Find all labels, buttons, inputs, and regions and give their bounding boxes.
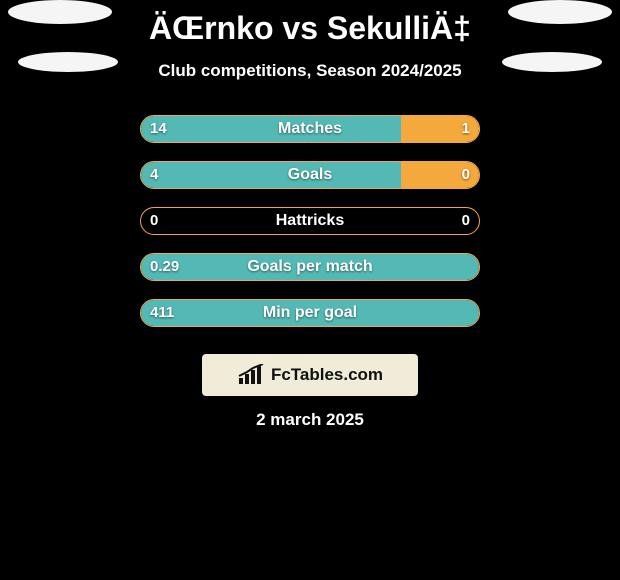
date-label: 2 march 2025 (0, 410, 620, 430)
stats-container: 14 1 Matches 4 0 Goals 0 0 Hattricks 0.2… (0, 115, 620, 327)
stat-row-matches: 14 1 Matches (0, 115, 620, 143)
stat-right-value: 0 (462, 161, 470, 189)
brand-badge[interactable]: FcTables.com (202, 354, 418, 396)
stat-label: Matches (140, 115, 480, 143)
player-left-avatar-2 (18, 52, 118, 72)
stat-label: Goals (140, 161, 480, 189)
player-right-avatar-1 (508, 0, 612, 24)
stat-row-hattricks: 0 0 Hattricks (0, 207, 620, 235)
stat-label: Min per goal (140, 299, 480, 327)
stat-left-value: 4 (150, 161, 158, 189)
brand-text: FcTables.com (271, 365, 383, 385)
stat-left-value: 0.29 (150, 253, 179, 281)
stat-row-min-per-goal: 411 Min per goal (0, 299, 620, 327)
player-right-avatar-2 (502, 52, 602, 72)
player-left-avatar-1 (8, 0, 112, 24)
stat-row-goals: 4 0 Goals (0, 161, 620, 189)
stat-right-value: 1 (462, 115, 470, 143)
stat-label: Hattricks (140, 207, 480, 235)
stat-right-value: 0 (462, 207, 470, 235)
stat-label: Goals per match (140, 253, 480, 281)
stat-left-value: 14 (150, 115, 167, 143)
stat-left-value: 411 (150, 299, 174, 327)
stat-row-goals-per-match: 0.29 Goals per match (0, 253, 620, 281)
brand-chart-icon (237, 364, 265, 386)
stat-left-value: 0 (150, 207, 158, 235)
